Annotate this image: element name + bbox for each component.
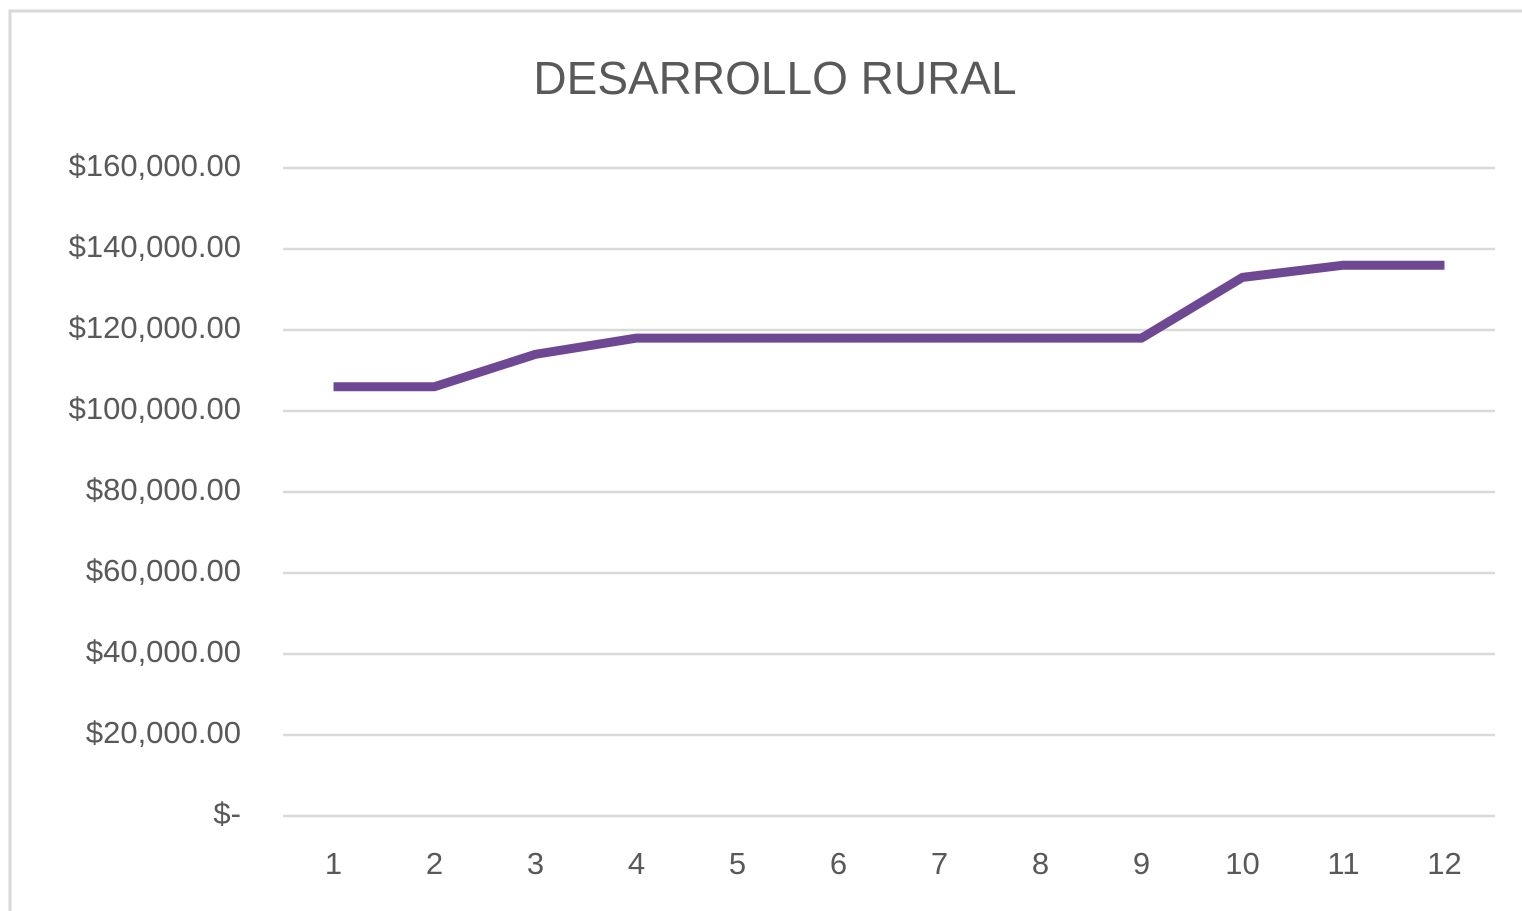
x-tick-label: 8: [1032, 846, 1049, 881]
x-tick-label: 4: [628, 846, 645, 881]
x-tick-label: 3: [527, 846, 544, 881]
chart-frame: [8, 9, 1522, 911]
y-tick-label: $40,000.00: [86, 634, 241, 669]
x-tick-label: 9: [1133, 846, 1150, 881]
y-tick-label: $100,000.00: [69, 391, 241, 426]
y-tick-label: $20,000.00: [86, 715, 241, 750]
x-tick-label: 1: [325, 846, 342, 881]
x-tick-label: 10: [1225, 846, 1259, 881]
x-tick-label: 5: [729, 846, 746, 881]
data-line: [333, 260, 1445, 392]
y-tick-label: $60,000.00: [86, 553, 241, 588]
y-tick-label: $160,000.00: [69, 148, 241, 183]
x-tick-label: 2: [426, 846, 443, 881]
chart-title: DESARROLLO RURAL: [533, 52, 1016, 104]
x-tick-label: 11: [1327, 846, 1359, 881]
x-tick-label: 6: [830, 846, 847, 881]
y-tick-label: $140,000.00: [69, 229, 241, 264]
y-tick-label: $120,000.00: [69, 310, 241, 345]
y-tick-label: $80,000.00: [86, 472, 241, 507]
y-tick-label: $-: [213, 796, 241, 831]
x-tick-label: 7: [931, 846, 948, 881]
x-tick-label: 12: [1427, 846, 1461, 881]
